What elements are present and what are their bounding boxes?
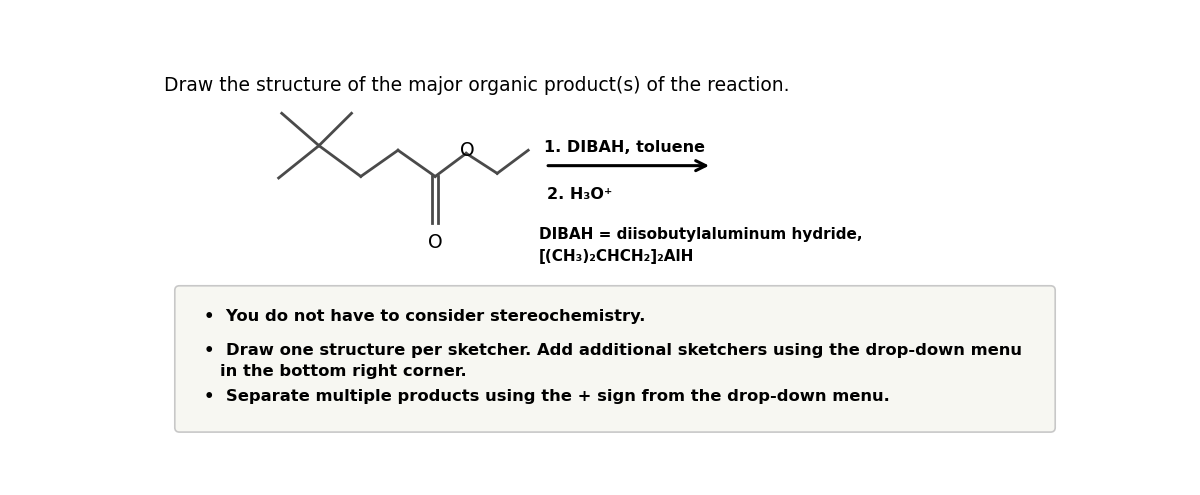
Text: •  You do not have to consider stereochemistry.: • You do not have to consider stereochem… [204, 309, 646, 324]
Text: in the bottom right corner.: in the bottom right corner. [220, 364, 467, 379]
Text: Draw the structure of the major organic product(s) of the reaction.: Draw the structure of the major organic … [164, 76, 790, 96]
Text: O: O [428, 234, 443, 252]
FancyBboxPatch shape [175, 286, 1055, 432]
Text: 1. DIBAH, toluene: 1. DIBAH, toluene [544, 140, 706, 155]
Text: •  Draw one structure per sketcher. Add additional sketchers using the drop-down: • Draw one structure per sketcher. Add a… [204, 343, 1022, 358]
Text: DIBAH = diisobutylaluminum hydride,: DIBAH = diisobutylaluminum hydride, [539, 227, 863, 242]
Text: [(CH₃)₂CHCH₂]₂AlH: [(CH₃)₂CHCH₂]₂AlH [539, 249, 695, 264]
Text: •  Separate multiple products using the + sign from the drop-down menu.: • Separate multiple products using the +… [204, 389, 890, 404]
Text: O: O [461, 141, 475, 160]
Text: 2. H₃O⁺: 2. H₃O⁺ [547, 187, 612, 202]
